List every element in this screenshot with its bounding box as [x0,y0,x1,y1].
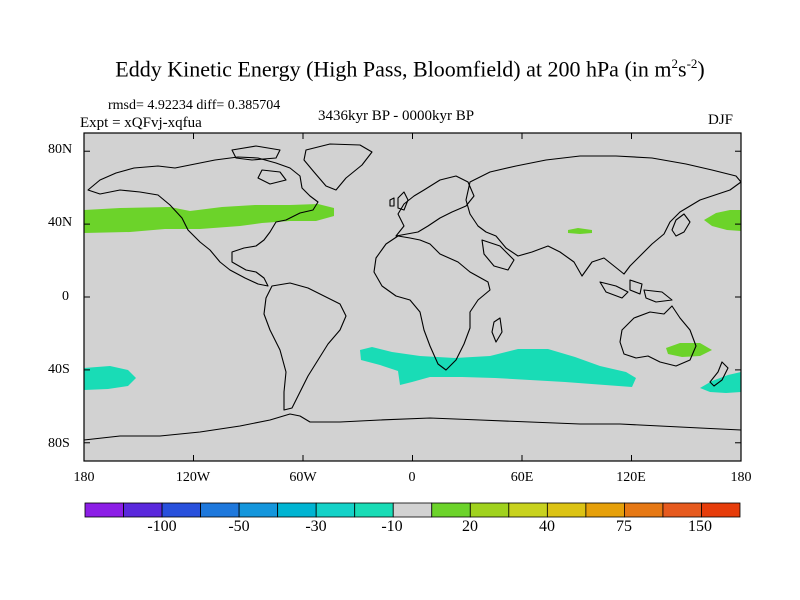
map-background [84,133,741,461]
lat-label-equator: 0 [62,289,69,304]
colorbar-swatch [508,502,548,518]
colorbar-swatch [469,502,510,518]
lat-label-80n: 80N [48,142,73,157]
colorbar-label: -10 [381,518,403,535]
positive-region-central-asia [568,228,592,234]
colorbar-label: 75 [616,518,632,535]
negative-region-southern-ocean [360,347,636,387]
colorbar-label: 40 [539,518,555,535]
coast-greenland [303,143,373,191]
anomaly-fills [84,204,741,393]
season-label: DJF [708,112,734,128]
experiment-label: Expt = xQFvj-xqfua [80,115,202,131]
colorbar-label: -50 [228,518,250,535]
colorbar-swatch [392,502,433,518]
lon-label-120w: 120W [175,470,211,485]
colorbar-swatch [546,502,587,518]
colorbar-swatch [431,502,471,518]
coast-asia [465,155,742,277]
lon-label-60e: 60E [510,470,534,485]
colorbar [84,502,741,518]
lat-label-40n: 40N [48,215,73,230]
coast-new-zealand [709,361,729,387]
lon-label-180e: 180 [730,470,752,485]
colorbar-swatch [277,502,317,518]
coast-australia [619,305,697,367]
negative-region-south-pacific [84,366,136,390]
colorbar-label: 20 [462,518,478,535]
coast-indonesia [599,279,673,303]
colorbar-swatch [701,502,741,518]
colorbar-swatch [200,502,240,518]
coast-arabia [481,239,515,271]
plot-title: Eddy Kinetic Energy (High Pass, Bloomfie… [115,56,705,82]
colorbar-label: -30 [305,518,327,535]
colorbar-swatch [123,502,163,518]
coast-south-america [263,282,347,411]
lat-label-40s: 40S [48,362,70,377]
colorbar-swatch [238,502,279,518]
positive-region-northwest-pacific [704,210,741,231]
colorbar-swatch [662,502,702,518]
negative-region-tasman-sea [700,372,741,393]
colorbar-swatch [84,502,124,518]
colorbar-label: 150 [688,518,712,535]
colorbar-label: -100 [147,518,177,535]
positive-region-north-atlantic-pacific [84,204,334,233]
positive-region-east-australia [666,343,712,357]
lon-label-0: 0 [408,470,416,485]
lat-label-80s: 80S [48,436,70,451]
colorbar-swatch [354,502,394,518]
coast-british-isles [389,191,409,211]
period-label: 3436kyr BP - 0000kyr BP [318,108,475,124]
stats-label: rmsd= 4.92234 diff= 0.385704 [108,98,281,113]
coast-arctic-islands [231,145,287,185]
colorbar-swatch [585,502,625,518]
lon-label-120e: 120E [616,470,646,485]
lon-label-180w: 180 [73,470,95,485]
coast-north-america [87,156,319,287]
coast-japan [671,213,691,237]
coast-antarctica [83,413,742,441]
coast-madagascar [491,317,503,343]
colorbar-swatch [161,502,201,518]
colorbar-swatch [315,502,356,518]
axis-ticks [83,133,742,461]
colorbar-swatch [624,502,664,518]
lon-label-60w: 60W [289,470,317,485]
coastlines [83,143,742,441]
